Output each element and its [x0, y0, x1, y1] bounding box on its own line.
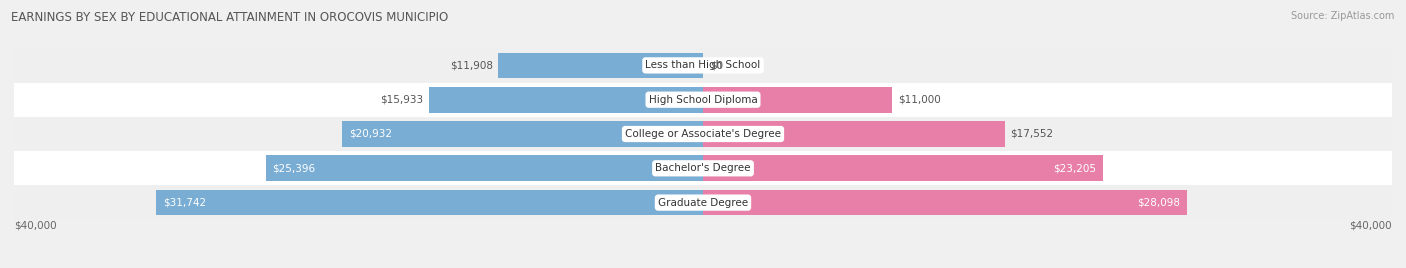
Text: $31,742: $31,742 — [163, 198, 207, 208]
Bar — [156, 190, 703, 215]
Text: $17,552: $17,552 — [1011, 129, 1053, 139]
Bar — [14, 117, 1392, 151]
Text: $11,000: $11,000 — [897, 95, 941, 105]
Text: Less than High School: Less than High School — [645, 60, 761, 70]
Bar — [703, 121, 1005, 147]
Bar — [343, 121, 703, 147]
Bar — [14, 185, 1392, 220]
Text: Bachelor's Degree: Bachelor's Degree — [655, 163, 751, 173]
Bar — [14, 151, 1392, 185]
Text: $40,000: $40,000 — [1350, 221, 1392, 230]
Text: Graduate Degree: Graduate Degree — [658, 198, 748, 208]
Text: $23,205: $23,205 — [1053, 163, 1095, 173]
Bar — [429, 87, 703, 113]
Text: $15,933: $15,933 — [380, 95, 423, 105]
Text: $11,908: $11,908 — [450, 60, 492, 70]
Text: $40,000: $40,000 — [14, 221, 56, 230]
Text: College or Associate's Degree: College or Associate's Degree — [626, 129, 780, 139]
Text: $25,396: $25,396 — [273, 163, 315, 173]
Bar — [703, 155, 1102, 181]
Text: $20,932: $20,932 — [349, 129, 392, 139]
Text: High School Diploma: High School Diploma — [648, 95, 758, 105]
Bar — [14, 83, 1392, 117]
Text: $28,098: $28,098 — [1137, 198, 1180, 208]
Bar — [703, 190, 1187, 215]
Text: $0: $0 — [710, 60, 723, 70]
Bar — [266, 155, 703, 181]
Text: Source: ZipAtlas.com: Source: ZipAtlas.com — [1291, 11, 1395, 21]
Bar — [14, 48, 1392, 83]
Text: EARNINGS BY SEX BY EDUCATIONAL ATTAINMENT IN OROCOVIS MUNICIPIO: EARNINGS BY SEX BY EDUCATIONAL ATTAINMEN… — [11, 11, 449, 24]
Bar — [498, 53, 703, 78]
Bar — [703, 87, 893, 113]
